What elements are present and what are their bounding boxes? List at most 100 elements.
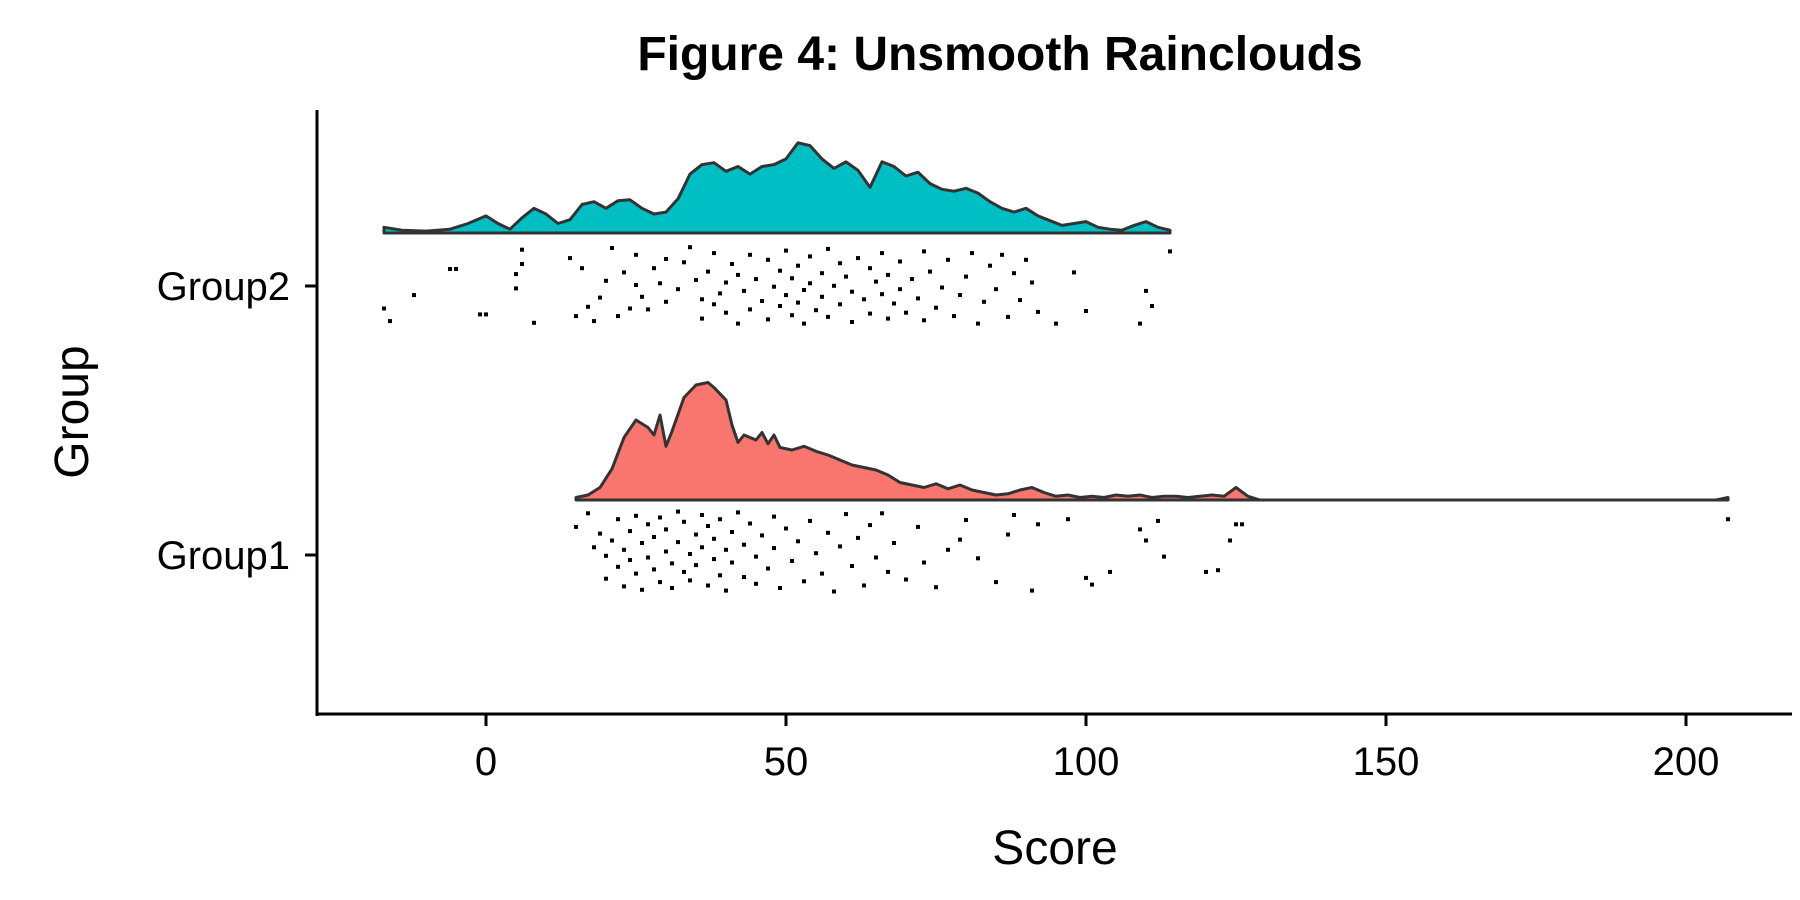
group1-point xyxy=(742,542,746,547)
group1-point xyxy=(892,541,896,545)
group2-point xyxy=(976,321,980,326)
group2-point xyxy=(886,316,890,321)
group2-point xyxy=(1168,249,1172,254)
group2-point xyxy=(412,293,416,298)
group2-point xyxy=(796,263,800,268)
group1-point xyxy=(1138,527,1142,532)
group2-point xyxy=(664,299,668,304)
group2-point xyxy=(1138,321,1142,326)
group1-point xyxy=(958,537,962,542)
group2-point xyxy=(658,281,662,286)
group1-point xyxy=(640,541,644,545)
group1-point xyxy=(700,545,704,550)
group2-point xyxy=(994,287,998,292)
group1-point xyxy=(904,577,908,582)
group2-point xyxy=(922,318,926,323)
group1-point xyxy=(760,533,764,538)
group2-point xyxy=(646,307,650,312)
group1-point xyxy=(664,527,668,532)
group2-point xyxy=(808,254,812,259)
group2-point xyxy=(628,306,632,311)
group2-point xyxy=(640,294,644,299)
group2-point xyxy=(922,249,926,254)
group1-point xyxy=(1240,522,1244,527)
group2-point xyxy=(802,288,806,292)
group2-point xyxy=(838,261,842,266)
group1-point xyxy=(670,586,674,590)
group2-point xyxy=(700,316,704,321)
group2-point xyxy=(904,310,908,315)
group2-point xyxy=(820,294,824,299)
group2-point xyxy=(916,296,920,301)
group1-point xyxy=(796,539,800,544)
group2-point xyxy=(448,267,452,271)
group2-point xyxy=(382,306,386,311)
group1-point xyxy=(598,531,602,536)
group1-point xyxy=(634,513,638,518)
group1-point xyxy=(886,569,890,574)
group2-point xyxy=(736,321,740,326)
group1-point xyxy=(778,586,782,590)
group1-point xyxy=(754,581,758,586)
group1-point xyxy=(1108,569,1112,574)
group1-point xyxy=(964,518,968,522)
group2-point xyxy=(712,302,716,307)
chart-title: Figure 4: Unsmooth Rainclouds xyxy=(637,28,1362,81)
group2-point xyxy=(1006,314,1010,319)
group2-point xyxy=(586,304,590,309)
group2-point xyxy=(1030,280,1034,285)
group1-point xyxy=(742,575,746,579)
x-tick-label: 150 xyxy=(1353,740,1420,784)
group2-point xyxy=(1144,288,1148,293)
group2-point xyxy=(790,276,794,281)
group1-point xyxy=(682,569,686,574)
group2-point xyxy=(790,313,794,318)
group1-point xyxy=(802,579,806,584)
group1-point xyxy=(712,536,716,541)
group2-point xyxy=(862,297,866,302)
x-axis-label: Score xyxy=(992,822,1117,875)
group2-point xyxy=(1024,257,1028,262)
group2-point xyxy=(850,320,854,324)
group1-point xyxy=(814,551,818,556)
group1-point xyxy=(658,515,662,520)
group1-point xyxy=(862,583,866,588)
group2-point xyxy=(1084,309,1088,313)
group1-point xyxy=(664,549,668,554)
group2-point xyxy=(856,256,860,261)
group2-point xyxy=(784,293,788,298)
group1-point xyxy=(652,535,656,539)
group2-point xyxy=(832,283,836,288)
plot-area xyxy=(382,141,1730,594)
group1-point xyxy=(856,535,860,540)
axes: 0 50 100 150 200 Group2 Group1 xyxy=(157,110,1792,784)
group1-density xyxy=(574,381,1730,502)
group1-point xyxy=(640,587,644,592)
group2-point xyxy=(850,289,854,294)
group2-point xyxy=(598,295,602,300)
group1-point xyxy=(700,513,704,517)
group1-point xyxy=(868,523,872,528)
group2-point xyxy=(814,308,818,313)
group2-point xyxy=(478,312,482,317)
group2-point xyxy=(844,274,848,279)
x-tick-label: 0 xyxy=(475,740,497,784)
group1-point xyxy=(682,519,686,524)
group2-point xyxy=(748,252,752,257)
group2-point xyxy=(742,288,746,293)
group1-point xyxy=(994,580,998,585)
group2-point xyxy=(898,287,902,292)
group1-point xyxy=(658,580,662,585)
group2-point xyxy=(826,314,830,319)
x-tick-label: 100 xyxy=(1053,740,1120,784)
group2-point xyxy=(736,272,740,277)
group1-point xyxy=(604,553,608,558)
group1-point xyxy=(772,514,776,519)
group2-point xyxy=(652,266,656,271)
group1-point xyxy=(724,588,728,593)
group1-point xyxy=(1090,582,1094,587)
group2-point xyxy=(802,321,806,326)
group1-point xyxy=(1726,517,1730,522)
group1-point xyxy=(604,576,608,581)
group1-point xyxy=(622,547,626,552)
